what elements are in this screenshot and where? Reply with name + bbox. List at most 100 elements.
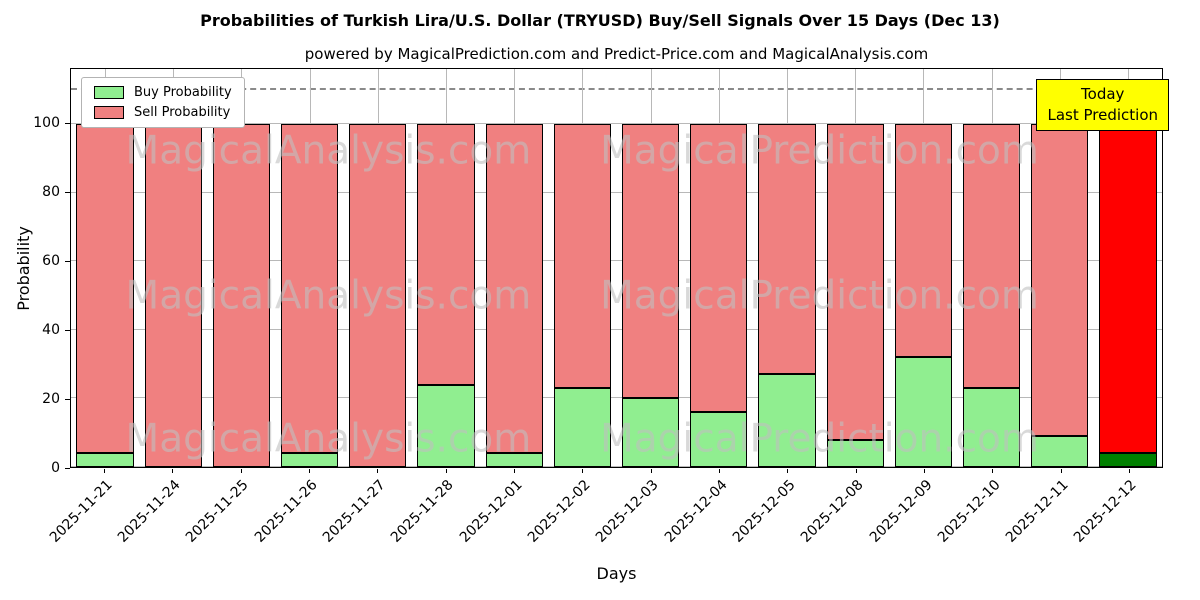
sell-segment (621, 123, 680, 399)
bar-2025-11-27 (349, 69, 407, 467)
legend-item-buy: Buy Probability (94, 86, 232, 99)
x-tick-mark (1128, 469, 1130, 473)
buy-segment (826, 439, 884, 467)
today-annotation-line2: Last Prediction (1047, 106, 1158, 124)
sell-segment (485, 123, 543, 454)
x-tick-mark (650, 469, 652, 473)
x-tick-mark (1060, 469, 1062, 473)
buy-segment (417, 384, 475, 467)
bar-2025-12-08 (826, 69, 884, 467)
sell-segment (826, 123, 884, 440)
x-tick-label: 2025-11-21 (46, 477, 116, 546)
x-tick-label: 2025-11-25 (183, 477, 253, 546)
bar-2025-11-24 (144, 69, 202, 467)
x-tick-label: 2025-12-09 (866, 477, 936, 546)
bar-2025-12-11 (1031, 69, 1089, 467)
gridline-horizontal (71, 260, 1162, 262)
buy-swatch (94, 86, 124, 99)
x-tick-label: 2025-12-10 (934, 477, 1004, 546)
x-tick-mark (718, 469, 720, 473)
x-tick-label: 2025-11-26 (251, 477, 321, 546)
y-tick-mark (65, 399, 70, 401)
y-tick-label: 60 (42, 253, 60, 270)
sell-segment (553, 123, 612, 389)
bar-2025-12-12 (1099, 69, 1157, 467)
bar-2025-12-02 (553, 69, 612, 467)
chart-title: Probabilities of Turkish Lira/U.S. Dolla… (200, 11, 1000, 30)
sell-segment (144, 123, 202, 467)
x-tick-label: 2025-12-02 (524, 477, 594, 546)
today-annotation: Today Last Prediction (1036, 79, 1169, 131)
x-tick-mark (240, 469, 242, 473)
sell-segment (894, 123, 952, 358)
gridline-horizontal (71, 328, 1162, 330)
legend-item-sell: Sell Probability (94, 106, 232, 119)
y-tick-label: 20 (42, 391, 60, 408)
x-tick-label: 2025-12-05 (729, 477, 799, 546)
x-tick-mark (514, 469, 516, 473)
legend-label-sell: Sell Probability (134, 105, 231, 120)
buy-segment (894, 357, 952, 467)
legend: Buy Probability Sell Probability (81, 77, 245, 128)
buy-segment (485, 453, 543, 467)
buy-segment (758, 374, 816, 467)
gridline-horizontal (71, 191, 1162, 193)
sell-segment (758, 123, 816, 375)
bar-2025-12-04 (690, 69, 748, 467)
dashed-threshold-line (71, 87, 1162, 90)
bar-2025-12-03 (621, 69, 680, 467)
y-tick-mark (65, 261, 70, 263)
sell-segment (281, 123, 339, 454)
x-axis-label: Days (596, 564, 637, 583)
x-tick-label: 2025-12-03 (593, 477, 662, 546)
x-tick-mark (923, 469, 925, 473)
bar-2025-12-05 (758, 69, 816, 467)
x-tick-label: 2025-12-12 (1071, 477, 1141, 546)
y-tick-mark (65, 468, 70, 469)
legend-label-buy: Buy Probability (134, 85, 232, 100)
chart-subtitle: powered by MagicalPrediction.com and Pre… (304, 45, 929, 63)
x-tick-label: 2025-12-11 (1002, 477, 1072, 546)
x-tick-mark (855, 469, 857, 473)
x-tick-mark (377, 469, 379, 473)
x-tick-mark (172, 469, 174, 473)
sell-segment (212, 123, 271, 467)
bar-2025-11-25 (212, 69, 271, 467)
y-axis-ticks: 0 20 40 60 80 100 (0, 68, 70, 476)
x-tick-label: 2025-11-24 (114, 477, 184, 546)
sell-segment (76, 123, 134, 454)
sell-segment (1099, 123, 1157, 454)
bar-2025-12-10 (962, 69, 1021, 467)
y-tick-label: 100 (33, 115, 60, 132)
x-tick-label: 2025-12-04 (661, 477, 731, 546)
x-tick-label: 2025-11-27 (319, 477, 389, 546)
today-annotation-line1: Today (1081, 85, 1125, 103)
bar-2025-11-28 (417, 69, 475, 467)
bar-2025-12-01 (485, 69, 543, 467)
buy-segment (690, 412, 748, 467)
x-tick-mark (582, 469, 584, 473)
bar-2025-12-09 (894, 69, 952, 467)
buy-segment (76, 453, 134, 467)
y-tick-mark (65, 123, 70, 125)
x-tick-mark (104, 469, 106, 473)
bar-2025-11-21 (76, 69, 134, 467)
x-tick-mark (787, 469, 789, 473)
buy-segment (553, 388, 612, 467)
bars-layer (71, 69, 1162, 467)
x-tick-mark (992, 469, 994, 473)
gridline-horizontal (71, 122, 1162, 124)
gridline-horizontal (71, 466, 1162, 467)
sell-segment (349, 123, 407, 467)
x-axis-ticks: 2025-11-21 2025-11-24 2025-11-25 2025-11-26… (47, 469, 1163, 561)
bar-2025-11-26 (281, 69, 339, 467)
y-tick-label: 80 (42, 184, 60, 201)
sell-swatch (94, 106, 124, 119)
y-tick-mark (65, 192, 70, 194)
sell-segment (1031, 123, 1089, 437)
buy-segment (281, 453, 339, 467)
sell-segment (417, 123, 475, 385)
x-tick-mark (309, 469, 311, 473)
plot-area: MagicalAnalysis.com MagicalPrediction.com… (70, 68, 1169, 468)
